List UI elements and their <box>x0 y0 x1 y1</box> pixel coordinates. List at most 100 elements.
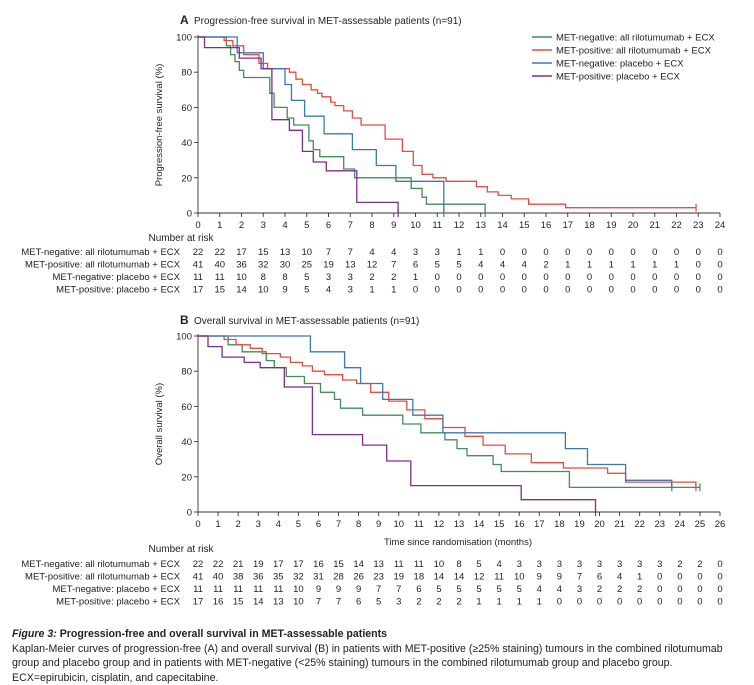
risk-value: 28 <box>333 572 344 583</box>
risk-value: 0 <box>478 272 483 283</box>
x-tick-label: 18 <box>554 519 565 530</box>
risk-value: 15 <box>258 247 269 258</box>
risk-value: 17 <box>193 285 204 296</box>
risk-value: 3 <box>348 272 353 283</box>
risk-value: 8 <box>456 559 461 570</box>
risk-value: 0 <box>597 597 602 608</box>
y-tick-label: 20 <box>181 173 192 184</box>
risk-value: 3 <box>577 559 582 570</box>
risk-value: 2 <box>617 584 622 595</box>
risk-value: 0 <box>565 247 570 258</box>
risk-value: 1 <box>369 285 374 296</box>
risk-value: 0 <box>697 597 702 608</box>
risk-value: 0 <box>677 584 682 595</box>
risk-value: 1 <box>637 572 642 583</box>
risk-value: 0 <box>717 572 722 583</box>
risk-value: 1 <box>413 272 418 283</box>
chart-title: Overall survival in MET-assessable patie… <box>194 316 419 327</box>
risk-value: 5 <box>304 285 309 296</box>
risk-value: 36 <box>236 260 247 271</box>
risk-value: 19 <box>253 559 264 570</box>
risk-value: 0 <box>637 597 642 608</box>
risk-value: 13 <box>280 247 291 258</box>
x-tick-label: 14 <box>497 220 508 231</box>
x-tick-label: 15 <box>519 220 530 231</box>
risk-value: 25 <box>301 260 312 271</box>
risk-value: 14 <box>236 285 247 296</box>
risk-value: 41 <box>193 260 204 271</box>
risk-value: 14 <box>434 572 445 583</box>
chart-title: Progression-free survival in MET-assessa… <box>194 16 462 27</box>
risk-value: 1 <box>674 260 679 271</box>
series-line-3 <box>198 335 673 488</box>
risk-value: 0 <box>522 272 527 283</box>
risk-value: 40 <box>213 572 224 583</box>
y-tick-label: 80 <box>181 68 192 79</box>
risk-value: 3 <box>597 559 602 570</box>
risk-value: 15 <box>214 285 225 296</box>
x-tick-label: 11 <box>414 519 424 530</box>
risk-value: 0 <box>557 597 562 608</box>
x-tick-label: 13 <box>454 519 465 530</box>
risk-value: 17 <box>236 247 247 258</box>
risk-value: 0 <box>543 247 548 258</box>
risk-value: 2 <box>677 559 682 570</box>
risk-value: 0 <box>677 572 682 583</box>
risk-value: 16 <box>213 597 224 608</box>
risk-value: 4 <box>497 559 502 570</box>
risk-value: 0 <box>577 597 582 608</box>
x-tick-label: 13 <box>475 220 486 231</box>
risk-value: 4 <box>478 260 483 271</box>
x-tick-label: 6 <box>326 220 331 231</box>
x-tick-label: 10 <box>410 220 421 231</box>
risk-value: 35 <box>273 572 284 583</box>
risk-value: 0 <box>587 285 592 296</box>
y-tick-label: 0 <box>187 209 192 220</box>
risk-value: 2 <box>369 272 374 283</box>
risk-value: 0 <box>697 572 702 583</box>
risk-value: 4 <box>500 260 505 271</box>
risk-value: 0 <box>674 272 679 283</box>
risk-value: 1 <box>652 260 657 271</box>
risk-value: 22 <box>193 559 204 570</box>
risk-value: 9 <box>557 572 562 583</box>
risk-value: 1 <box>565 260 570 271</box>
risk-value: 5 <box>376 597 381 608</box>
risk-value: 0 <box>500 272 505 283</box>
risk-value: 2 <box>597 584 602 595</box>
risk-value: 0 <box>543 272 548 283</box>
legend-label: MET-negative: placebo + ECX <box>556 59 684 70</box>
risk-value: 17 <box>293 559 304 570</box>
risk-value: 4 <box>537 584 542 595</box>
risk-value: 10 <box>258 285 269 296</box>
x-tick-label: 17 <box>562 220 573 231</box>
x-tick-label: 20 <box>594 519 605 530</box>
risk-value: 0 <box>717 247 722 258</box>
risk-value: 6 <box>597 572 602 583</box>
risk-value: 0 <box>652 247 657 258</box>
risk-value: 0 <box>522 247 527 258</box>
x-tick-label: 12 <box>434 519 445 530</box>
risk-value: 4 <box>522 260 527 271</box>
risk-value: 0 <box>717 260 722 271</box>
y-tick-label: 20 <box>181 472 192 483</box>
risk-value: 0 <box>435 285 440 296</box>
risk-value: 6 <box>413 260 418 271</box>
risk-value: 3 <box>557 559 562 570</box>
risk-value: 5 <box>435 260 440 271</box>
series-line-3 <box>198 36 445 213</box>
y-tick-label: 80 <box>181 367 192 378</box>
risk-value: 14 <box>454 572 465 583</box>
risk-value: 7 <box>348 247 353 258</box>
risk-value: 5 <box>476 584 481 595</box>
risk-value: 3 <box>348 285 353 296</box>
risk-value: 0 <box>674 285 679 296</box>
x-tick-label: 4 <box>282 220 287 231</box>
y-tick-label: 0 <box>187 508 192 519</box>
x-tick-label: 11 <box>432 220 442 231</box>
risk-value: 0 <box>617 597 622 608</box>
x-tick-label: 10 <box>393 519 404 530</box>
risk-value: 0 <box>630 285 635 296</box>
risk-value: 10 <box>293 597 304 608</box>
risk-value: 3 <box>577 584 582 595</box>
